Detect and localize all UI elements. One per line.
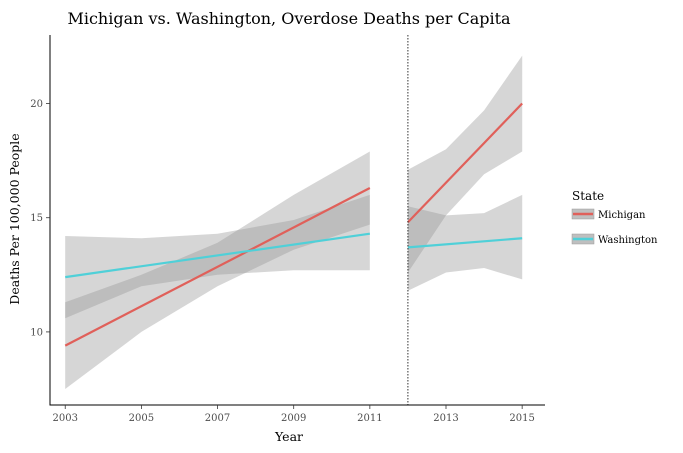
legend-label-michigan: Michigan bbox=[598, 210, 646, 221]
x-tick-label-2015: 2015 bbox=[509, 413, 534, 424]
x-tick-label-2007: 2007 bbox=[205, 413, 230, 424]
axes: 2003 2005 2007 2009 2011 2013 2015 10 15 20 bbox=[30, 35, 545, 424]
legend-label-washington: Washington bbox=[598, 235, 658, 246]
confidence-bands bbox=[65, 55, 523, 389]
y-tick-label-15: 15 bbox=[30, 213, 43, 224]
trend-lines bbox=[64, 102, 523, 347]
washington-ci-band-1 bbox=[65, 194, 370, 319]
chart-title: Michigan vs. Washington, Overdose Deaths… bbox=[67, 9, 511, 28]
legend: State Michigan Washington bbox=[571, 189, 658, 246]
x-tick-label-2013: 2013 bbox=[433, 413, 458, 424]
y-tick-label-20: 20 bbox=[30, 99, 43, 110]
x-tick-label-2009: 2009 bbox=[281, 413, 306, 424]
y-axis-label: Deaths Per 100,000 People bbox=[7, 133, 22, 304]
x-tick-label-2005: 2005 bbox=[129, 413, 154, 424]
x-tick-label-2003: 2003 bbox=[53, 413, 78, 424]
washington-trend-line-1 bbox=[65, 232, 371, 279]
legend-title: State bbox=[572, 189, 604, 203]
x-axis-label: Year bbox=[274, 429, 303, 444]
x-tick-label-2011: 2011 bbox=[357, 413, 382, 424]
y-tick-label-10: 10 bbox=[30, 327, 43, 338]
washington-trend-line-2 bbox=[407, 237, 523, 249]
michigan-trend-line-2 bbox=[407, 102, 523, 224]
michigan-trend-line-1 bbox=[64, 187, 371, 347]
michigan-ci-band-1 bbox=[65, 151, 370, 389]
